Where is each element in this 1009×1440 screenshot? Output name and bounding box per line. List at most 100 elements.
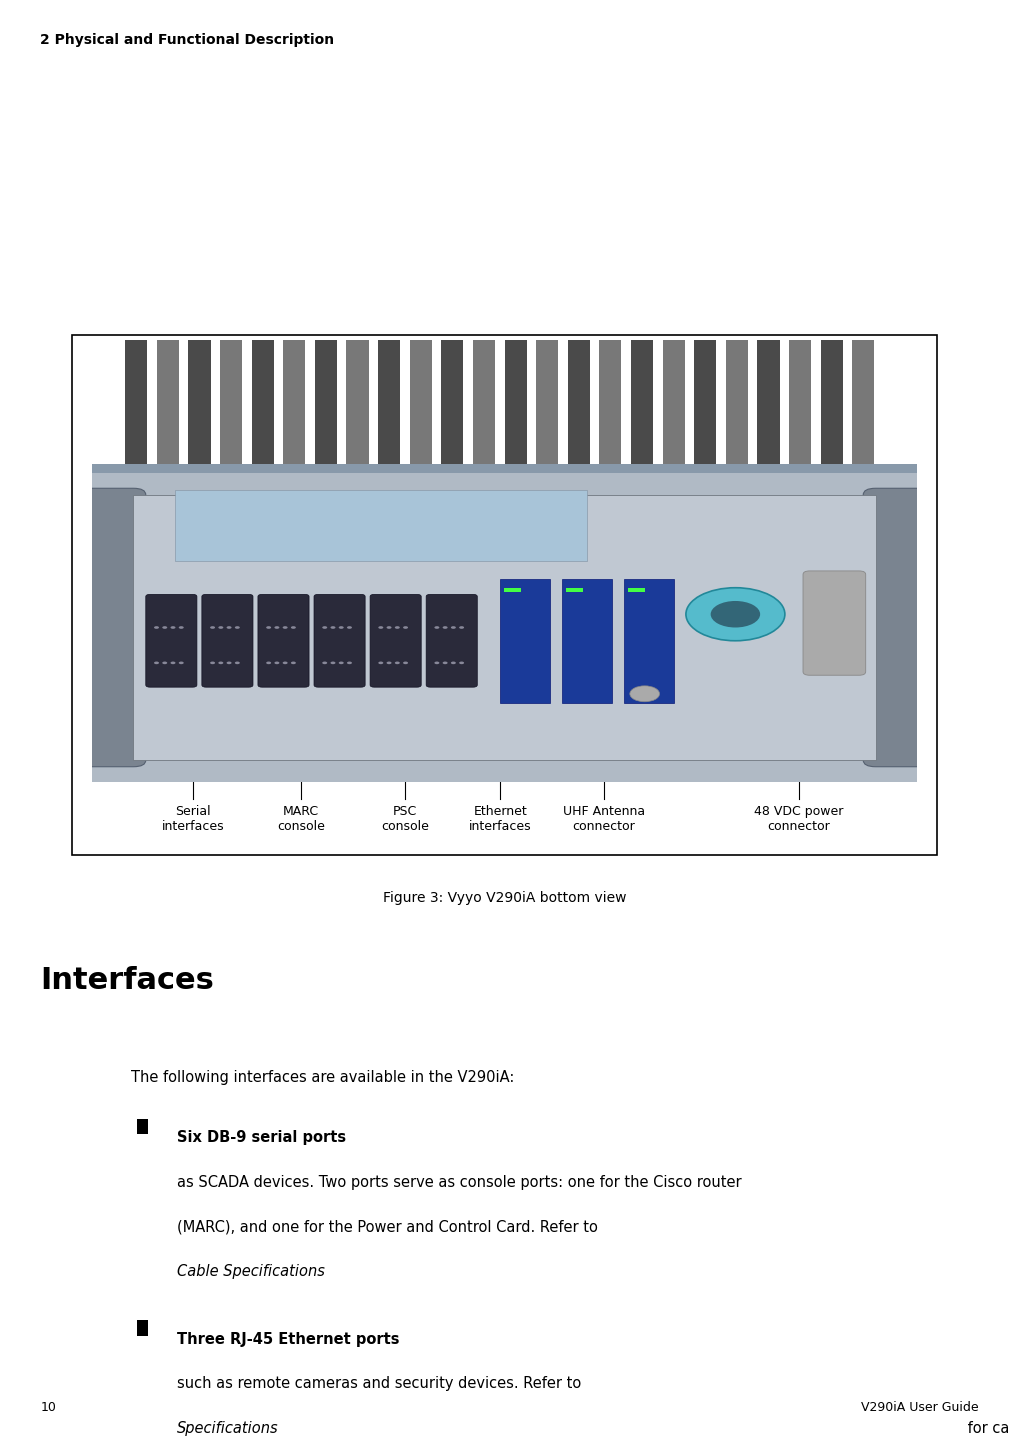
Circle shape [227,626,231,629]
Circle shape [283,626,288,629]
Bar [133,495,876,760]
Text: Interfaces: Interfaces [40,966,214,995]
Circle shape [459,661,464,664]
Bar [663,340,685,472]
Bar [820,340,843,472]
Circle shape [162,626,167,629]
Text: The following interfaces are available in the V290iA:: The following interfaces are available i… [131,1070,515,1084]
Circle shape [451,626,456,629]
Text: Serial
interfaces: Serial interfaces [161,805,224,834]
Text: Figure 3: Vyyo V290iA bottom view: Figure 3: Vyyo V290iA bottom view [382,891,627,904]
FancyBboxPatch shape [864,488,954,766]
Circle shape [218,626,223,629]
Bar [504,340,527,472]
Bar [125,340,147,472]
Circle shape [347,626,352,629]
Text: for cable specifications.: for cable specifications. [963,1421,1009,1436]
Bar [284,340,306,472]
Bar [568,340,590,472]
Circle shape [339,661,344,664]
Bar [156,340,179,472]
Circle shape [443,626,448,629]
Circle shape [378,661,383,664]
Bar [536,340,558,472]
Text: V290iA User Guide: V290iA User Guide [861,1401,979,1414]
Circle shape [283,661,288,664]
Circle shape [218,661,223,664]
Text: 48 VDC power
connector: 48 VDC power connector [754,805,844,834]
Circle shape [710,600,760,628]
Bar [694,340,716,472]
Circle shape [443,661,448,664]
Bar [725,340,748,472]
Circle shape [451,661,456,664]
Circle shape [274,626,279,629]
Circle shape [322,661,327,664]
Circle shape [266,626,271,629]
Bar [504,588,521,592]
Text: (MARC), and one for the Power and Control Card. Refer to: (MARC), and one for the Power and Contro… [177,1220,602,1234]
Circle shape [266,661,271,664]
Bar [137,1119,148,1135]
Circle shape [331,661,335,664]
Circle shape [210,661,215,664]
Circle shape [291,626,296,629]
Bar [758,340,780,472]
Circle shape [331,626,335,629]
Circle shape [274,661,279,664]
Bar [789,340,811,472]
Bar [631,340,653,472]
Circle shape [210,626,215,629]
Circle shape [154,661,159,664]
Bar [566,588,583,592]
Bar [629,588,645,592]
Circle shape [162,661,167,664]
Bar [189,340,211,472]
Text: Ethernet
interfaces: Ethernet interfaces [469,805,532,834]
Circle shape [347,661,352,664]
Bar [500,579,550,703]
Circle shape [459,626,464,629]
Bar [72,336,937,855]
Circle shape [403,661,408,664]
Text: such as remote cameras and security devices. Refer to: such as remote cameras and security devi… [177,1377,585,1391]
Bar [251,340,273,472]
Text: 2 Physical and Functional Description: 2 Physical and Functional Description [40,33,335,48]
Bar [220,340,242,472]
Text: as SCADA devices. Two ports serve as console ports: one for the Cisco router: as SCADA devices. Two ports serve as con… [177,1175,742,1189]
FancyBboxPatch shape [803,570,866,675]
Circle shape [686,588,785,641]
Circle shape [378,626,383,629]
Circle shape [227,661,231,664]
Circle shape [435,661,439,664]
Circle shape [235,626,240,629]
Circle shape [386,661,391,664]
Bar [346,340,368,472]
Circle shape [339,626,344,629]
Bar [853,340,875,472]
FancyBboxPatch shape [145,595,197,687]
Bar [175,491,587,562]
Circle shape [171,661,176,664]
Bar [473,340,495,472]
FancyBboxPatch shape [258,595,309,687]
FancyBboxPatch shape [202,595,253,687]
Bar [92,472,917,782]
Text: 10: 10 [40,1401,57,1414]
Bar [410,340,432,472]
Text: MARC
console: MARC console [277,805,325,834]
Circle shape [386,626,391,629]
Circle shape [179,661,184,664]
Text: Cable Specifications: Cable Specifications [177,1264,325,1279]
Bar [625,579,674,703]
Bar [441,340,463,472]
FancyBboxPatch shape [370,595,421,687]
Circle shape [630,685,660,701]
Circle shape [395,626,400,629]
Bar [92,464,917,481]
FancyBboxPatch shape [55,488,145,766]
FancyBboxPatch shape [314,595,365,687]
Bar [315,340,337,472]
Circle shape [179,626,184,629]
Circle shape [235,661,240,664]
